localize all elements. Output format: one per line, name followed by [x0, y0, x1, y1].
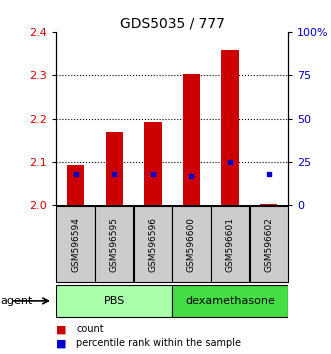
Bar: [134, 206, 172, 282]
Text: GSM596594: GSM596594: [71, 217, 80, 272]
Text: dexamethasone: dexamethasone: [185, 296, 275, 306]
Text: GSM596602: GSM596602: [264, 217, 273, 272]
Bar: [172, 206, 211, 282]
Bar: [183, 74, 200, 205]
Title: GDS5035 / 777: GDS5035 / 777: [120, 17, 224, 31]
Bar: [106, 132, 123, 205]
Text: count: count: [76, 324, 104, 334]
Text: GSM596600: GSM596600: [187, 217, 196, 272]
Bar: [144, 122, 162, 205]
Bar: [67, 165, 84, 205]
Bar: [221, 50, 239, 205]
Bar: [211, 206, 249, 282]
Text: GSM596601: GSM596601: [225, 217, 235, 272]
Bar: [57, 206, 95, 282]
Text: percentile rank within the sample: percentile rank within the sample: [76, 338, 241, 348]
Bar: [172, 285, 288, 317]
Text: agent: agent: [0, 296, 32, 306]
Text: PBS: PBS: [104, 296, 125, 306]
Bar: [250, 206, 288, 282]
Bar: [95, 206, 133, 282]
Text: GSM596596: GSM596596: [148, 217, 157, 272]
Bar: [260, 204, 277, 205]
Text: ■: ■: [56, 338, 67, 348]
Text: GSM596595: GSM596595: [110, 217, 119, 272]
Bar: [57, 285, 172, 317]
Text: ■: ■: [56, 324, 67, 334]
